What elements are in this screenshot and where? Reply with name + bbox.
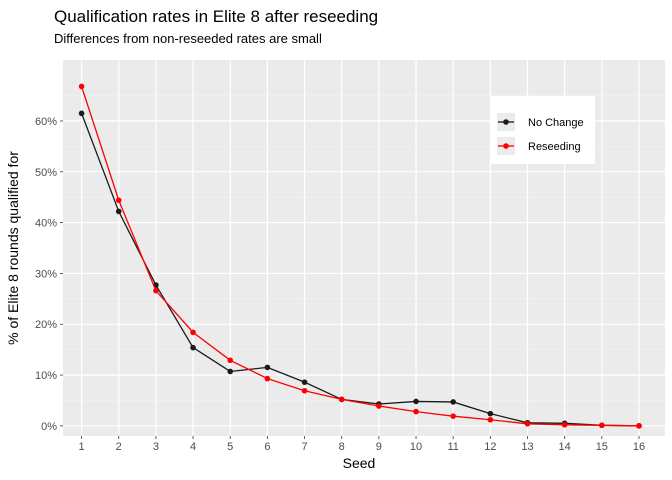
data-point-no-change <box>413 398 419 405</box>
y-tick-label: 60% <box>35 116 57 128</box>
x-tick-label: 8 <box>339 441 345 453</box>
y-tick-label: 20% <box>35 319 57 331</box>
x-tick-label: 14 <box>559 441 571 453</box>
x-axis-title: Seed <box>343 455 376 471</box>
x-tick-label: 11 <box>447 441 458 453</box>
data-point-reseeding <box>78 83 85 90</box>
legend: No Change Reseeding <box>490 96 595 164</box>
data-point-reseeding <box>115 197 122 204</box>
x-tick-label: 15 <box>596 441 608 453</box>
data-point-no-change <box>227 368 234 375</box>
chart-subtitle: Differences from non-reseeded rates are … <box>54 31 322 46</box>
data-point-no-change <box>264 364 271 371</box>
data-point-reseeding <box>450 413 456 419</box>
y-tick-label: 10% <box>35 370 57 382</box>
x-tick-label: 13 <box>521 441 533 453</box>
legend-marker-no-change <box>503 119 509 125</box>
y-tick-label: 40% <box>35 218 57 230</box>
y-axis-title: % of Elite 8 rounds qualified for <box>5 151 21 345</box>
data-point-reseeding <box>599 422 605 429</box>
x-tick-label: 1 <box>79 441 85 453</box>
data-point-reseeding <box>227 357 234 364</box>
x-tick-label: 2 <box>116 441 122 453</box>
series-line-reseeding <box>80 86 639 427</box>
data-point-reseeding <box>636 423 642 429</box>
y-axis: 0% 10% 20% 30% 40% 50% 60% <box>35 116 63 433</box>
data-point-no-change <box>115 208 122 215</box>
x-tick-label: 4 <box>190 441 196 453</box>
data-point-no-change <box>487 410 494 417</box>
data-point-reseeding <box>264 375 271 382</box>
data-point-reseeding <box>561 422 568 428</box>
y-tick-label: 50% <box>35 167 57 179</box>
legend-label-reseeding: Reseeding <box>528 141 581 153</box>
series-line-no-change <box>80 113 639 427</box>
data-point-reseeding <box>376 403 382 409</box>
x-tick-label: 9 <box>376 441 382 453</box>
legend-marker-reseeding <box>503 143 509 149</box>
x-tick-label: 3 <box>153 441 159 453</box>
x-tick-label: 7 <box>301 441 307 453</box>
data-point-no-change <box>450 399 456 405</box>
data-point-reseeding <box>153 287 159 294</box>
data-point-no-change <box>78 110 85 117</box>
series-layer <box>78 83 642 429</box>
data-point-reseeding <box>524 421 531 427</box>
data-point-reseeding <box>413 408 419 415</box>
data-point-reseeding <box>338 396 345 403</box>
x-tick-label: 6 <box>264 441 270 453</box>
x-axis: 1 2 3 4 5 6 7 8 9 10 11 12 13 14 15 16 <box>79 436 645 453</box>
data-point-reseeding <box>301 387 308 394</box>
data-point-no-change <box>301 379 308 385</box>
data-point-no-change <box>190 344 196 351</box>
x-tick-label: 12 <box>484 441 496 453</box>
y-tick-label: 30% <box>35 268 57 280</box>
data-point-reseeding <box>487 416 494 423</box>
legend-label-no-change: No Change <box>528 117 584 129</box>
y-tick-label: 0% <box>41 421 57 433</box>
chart-title: Qualification rates in Elite 8 after res… <box>54 7 378 26</box>
x-tick-label: 5 <box>227 441 233 453</box>
data-point-reseeding <box>190 329 196 336</box>
x-tick-label: 10 <box>410 441 422 453</box>
x-tick-label: 16 <box>633 441 645 453</box>
